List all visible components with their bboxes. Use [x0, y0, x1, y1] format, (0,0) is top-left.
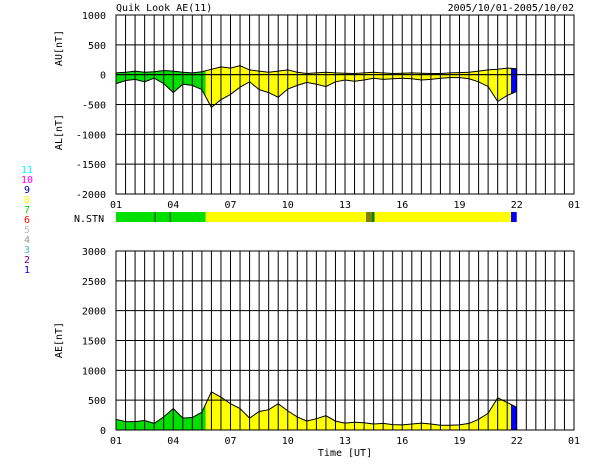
ae-x-tick-label: 07: [224, 436, 236, 447]
au-al-x-ticks: 01 04 07 10 13 16 19 22 01: [110, 200, 580, 211]
ae-x-tick-label: 10: [282, 436, 294, 447]
au-al-x-tick-label: 07: [224, 200, 236, 211]
legend-count-9: 9: [24, 185, 30, 196]
au-al-y-tick-label: 500: [88, 41, 106, 52]
ae-y-tick-label: 2500: [82, 277, 106, 288]
au-al-x-tick-label: 13: [339, 200, 351, 211]
ae-series-line-0: [115, 391, 518, 426]
ae-y-ticks: 3000 2500 2000 1500 1000 500 0: [82, 247, 106, 437]
nstn-segment: [169, 212, 172, 222]
ae-x-tick-label: 04: [167, 436, 179, 447]
au-al-series-line-0: [115, 65, 517, 75]
nstn-segment: [365, 212, 372, 222]
au-al-y-tick-label: -1000: [76, 130, 106, 141]
nstn-segment: [511, 212, 517, 222]
au-al-panel: 1000 500 0 -500 -1000 -1500 -2000 01 04 07 10 13 16…: [54, 11, 580, 211]
au-al-lines: [115, 65, 574, 109]
au-al-y-tick-label: 1000: [82, 11, 106, 22]
au-al-fill-group: [205, 65, 512, 108]
au-al-grid: [115, 14, 575, 195]
legend-count-10: 10: [21, 175, 33, 186]
legend-count-6: 6: [24, 215, 30, 226]
legend-count-7: 7: [24, 205, 30, 216]
ae-x-tick-label: 01: [110, 436, 122, 447]
ae-y-tick-label: 1500: [82, 337, 106, 348]
au-al-x-tick-label: 10: [282, 200, 294, 211]
nstn-segments: [116, 212, 517, 222]
ae-x-tick-label: 01: [568, 436, 580, 447]
ae-grid: [115, 250, 575, 431]
nstn-segment: [374, 212, 512, 222]
au-al-x-tick-label: 04: [167, 200, 179, 211]
nstn-segment: [156, 212, 170, 222]
ae-x-ticks: 01 04 07 10 13 16 19 22 01: [110, 436, 580, 447]
nstn-segment: [371, 212, 375, 222]
au-al-fill-area: [205, 65, 512, 108]
nstn-segment: [171, 212, 206, 222]
nstn-segment: [205, 212, 366, 222]
au-al-x-tick-label: 22: [511, 200, 523, 211]
ae-fill-group: [511, 404, 517, 430]
ae-y-tick-label: 3000: [82, 247, 106, 258]
au-al-series-line-1: [115, 77, 517, 109]
au-al-y-ticks: 1000 500 0 -500 -1000 -1500 -2000: [76, 11, 106, 201]
ae-fill-group: [205, 391, 512, 430]
ae-fill-area: [205, 391, 512, 430]
au-al-y-tick-label: 0: [100, 71, 106, 82]
time-axis-label: Time [UT]: [318, 448, 372, 459]
legend-count-11: 11: [21, 165, 33, 176]
ae-frame: [115, 250, 575, 431]
legend-count-3: 3: [24, 245, 30, 256]
al-axis-label: AL[nT]: [54, 114, 65, 150]
au-al-y-tick-label: -1500: [76, 160, 106, 171]
au-al-x-tick-label: 01: [110, 200, 122, 211]
date-range: 2005/10/01-2005/10/02: [448, 3, 574, 14]
ae-y-tick-label: 1000: [82, 366, 106, 377]
au-al-frame: [115, 14, 575, 195]
nstn-segment: [116, 212, 155, 222]
ae-y-tick-label: 0: [100, 426, 106, 437]
ae-x-tick-label: 22: [511, 436, 523, 447]
ae-fill-area: [511, 404, 517, 430]
ae-panel: 3000 2500 2000 1500 1000 500 0 01 04 07 10 13 16 19 2…: [54, 247, 580, 459]
nstn-label: N.STN: [74, 214, 104, 225]
ae-axis-label: AE[nT]: [54, 322, 65, 358]
au-al-x-tick-label: 16: [396, 200, 408, 211]
au-axis-label: AU[nT]: [54, 30, 65, 66]
legend-count-4: 4: [24, 235, 30, 246]
legend-count-8: 8: [24, 195, 30, 206]
ae-x-tick-label: 16: [396, 436, 408, 447]
au-al-y-tick-label: -500: [82, 101, 106, 112]
ae-y-tick-label: 2000: [82, 307, 106, 318]
nstn-bar: N.STN: [74, 212, 517, 225]
au-al-x-tick-label: 01: [568, 200, 580, 211]
ae-x-tick-label: 13: [339, 436, 351, 447]
ae-lines: [115, 391, 518, 426]
legend-count-5: 5: [24, 225, 30, 236]
nstn-segment: [154, 212, 157, 222]
au-al-y-tick-label: -2000: [76, 190, 106, 201]
ae-x-tick-label: 19: [453, 436, 465, 447]
legend-count-2: 2: [24, 255, 30, 266]
legend-count-1: 1: [24, 265, 30, 276]
au-al-x-tick-label: 19: [453, 200, 465, 211]
ae-y-tick-label: 500: [88, 396, 106, 407]
plot-title: Quik Look AE(11): [116, 3, 212, 14]
